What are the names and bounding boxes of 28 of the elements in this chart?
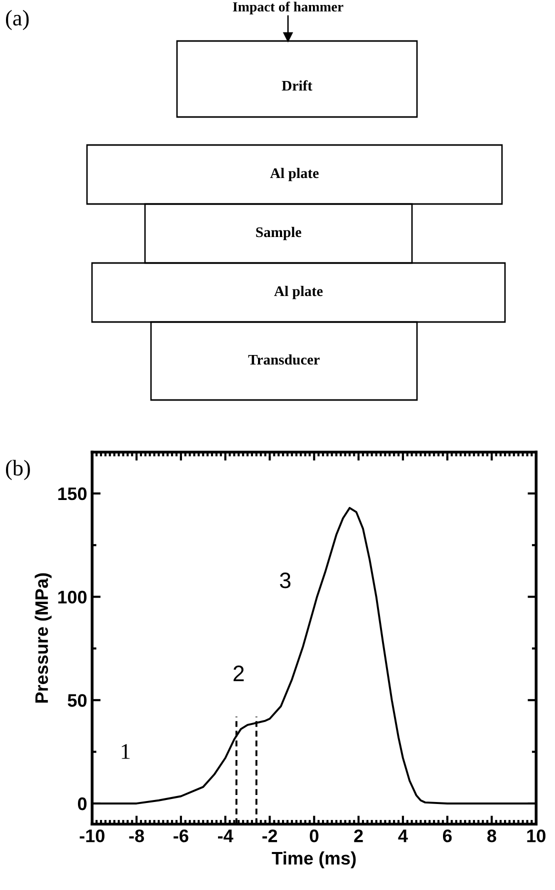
x-tick-label: -10 <box>80 829 104 842</box>
x-tick-label: 0 <box>310 829 318 842</box>
text: Transducer <box>248 354 320 365</box>
y-tick-label: 100 <box>58 590 87 604</box>
y-tick-label: 150 <box>58 487 87 500</box>
annotation: 1 <box>122 744 130 759</box>
text: Sample <box>256 226 302 240</box>
x-tick-label: -4 <box>218 830 234 842</box>
x-tick-label: 4 <box>398 830 408 842</box>
y-tick-label: 0 <box>78 797 87 810</box>
y-axis-title: Pressure (MPa) <box>34 573 52 703</box>
text: Al plate <box>270 168 319 182</box>
text: Impact of hammer <box>232 2 344 14</box>
y-tick-label: 50 <box>68 694 87 707</box>
text: Drift <box>282 80 312 91</box>
annotation: 3 <box>280 572 290 588</box>
annotation: 2 <box>234 666 244 682</box>
x-tick-label: -8 <box>129 829 144 842</box>
x-tick-label: -2 <box>262 829 278 842</box>
x-tick-label: 6 <box>442 829 452 842</box>
x-tick-label: -6 <box>174 829 188 842</box>
x-tick-label: 2 <box>354 829 363 842</box>
text: Al plate <box>274 286 323 300</box>
chart-title: (b) <box>6 460 30 480</box>
x-tick-label: 8 <box>487 829 496 842</box>
text: (a) <box>6 10 29 30</box>
x-tick-label: 10 <box>527 829 546 842</box>
x-axis-title: Time (ms) <box>272 851 356 868</box>
